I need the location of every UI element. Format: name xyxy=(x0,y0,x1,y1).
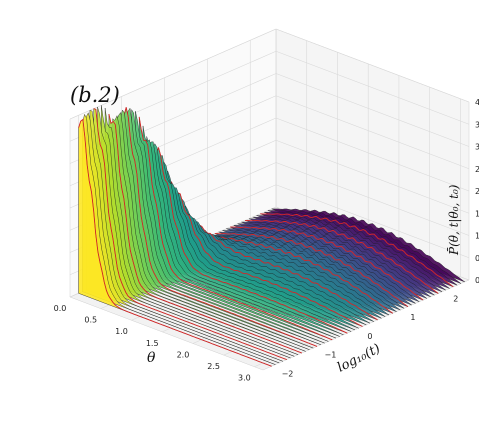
grid-line-z xyxy=(275,139,470,214)
envelope-curve xyxy=(169,180,363,327)
grid-line-z xyxy=(275,95,470,170)
envelope-curve xyxy=(214,233,409,308)
density-slice xyxy=(161,161,356,331)
density-slice xyxy=(101,105,295,357)
density-slice xyxy=(127,107,321,345)
density-slice xyxy=(135,111,329,342)
x-tick-label: 1.0 xyxy=(115,327,128,336)
grid-line-z xyxy=(275,73,470,147)
density-slice xyxy=(119,109,314,349)
z-tick-label: 0.0 xyxy=(475,276,479,285)
x-tick-label: 0.0 xyxy=(54,304,67,313)
density-slice xyxy=(85,112,280,364)
grid-line-z xyxy=(275,184,470,259)
panel-label: (b.2) xyxy=(70,83,120,107)
envelope-curve xyxy=(153,146,348,334)
x-tick-label: 3.0 xyxy=(238,374,251,383)
density-slice xyxy=(165,170,359,329)
x-tick-label: 2.0 xyxy=(177,350,190,359)
grid-line-z xyxy=(69,28,277,120)
z-tick-label: 1.5 xyxy=(475,209,479,218)
x-tick-label: 1.5 xyxy=(146,339,159,348)
z-tick-label: 2.5 xyxy=(475,165,479,174)
z-tick-label: 2.0 xyxy=(475,187,479,196)
y-tick-label: 2 xyxy=(453,294,458,303)
density-slice xyxy=(142,125,337,339)
density-slice xyxy=(97,106,291,359)
envelope-curve xyxy=(78,118,272,367)
y-tick-label: −1 xyxy=(325,351,337,360)
density-slice xyxy=(180,210,374,322)
z-tick-label: 4.0 xyxy=(475,98,479,107)
y-tick-label: 0 xyxy=(367,332,372,341)
envelope-curve xyxy=(123,107,318,347)
data-curves xyxy=(78,105,465,367)
axis-ticks: 0.0 0.5 1.0 1.5 2.0 2.5 3.0 −2 −1 0 1 2 0.0 0.5 1.0 1.5… xyxy=(54,98,479,383)
density-slice xyxy=(131,108,325,344)
envelope-curve xyxy=(93,108,287,361)
grid-line-z xyxy=(275,117,470,192)
density-slice xyxy=(89,110,283,362)
y-tick-label: 1 xyxy=(410,313,415,322)
density-slice xyxy=(150,143,344,335)
density-slice xyxy=(157,155,352,332)
density-slice xyxy=(112,115,306,352)
x-axis-label: θ xyxy=(147,350,156,366)
density-slice xyxy=(116,111,310,350)
density-slice xyxy=(173,189,367,326)
envelope-curve xyxy=(138,116,333,341)
density-slice xyxy=(104,107,299,355)
grid-line-z xyxy=(275,28,470,103)
y-axis-label: log₁₀(t) xyxy=(335,341,383,375)
z-tick-label: 0.5 xyxy=(475,254,479,263)
envelope-curve xyxy=(245,219,439,294)
envelope-curve xyxy=(108,113,303,354)
z-tick-label: 3.5 xyxy=(475,120,479,129)
y-tick-label: −2 xyxy=(282,369,294,378)
x-tick-label: 0.5 xyxy=(84,316,97,325)
envelope-curve xyxy=(230,226,424,301)
density-slice xyxy=(82,113,276,365)
grid-line-z xyxy=(275,50,470,125)
grid-line-z xyxy=(275,162,470,236)
z-tick-label: 1.0 xyxy=(475,232,479,241)
x-tick-label: 2.5 xyxy=(207,362,220,371)
z-tick-label: 3.0 xyxy=(475,143,479,152)
envelope-curve xyxy=(260,213,454,288)
envelope-curve xyxy=(199,235,394,314)
density-slice xyxy=(146,136,340,337)
envelope-curve xyxy=(184,219,378,321)
z-axis-label: P̄(θ, t|θ₀, t₀) xyxy=(446,184,461,256)
